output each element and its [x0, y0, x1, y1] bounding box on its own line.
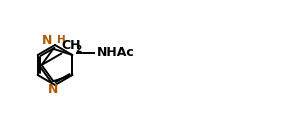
Text: 2: 2: [75, 45, 81, 54]
Text: CH: CH: [61, 39, 81, 52]
Text: N: N: [42, 34, 52, 47]
Text: N: N: [48, 83, 58, 96]
Text: H: H: [57, 35, 65, 45]
Text: NHAc: NHAc: [96, 46, 134, 59]
